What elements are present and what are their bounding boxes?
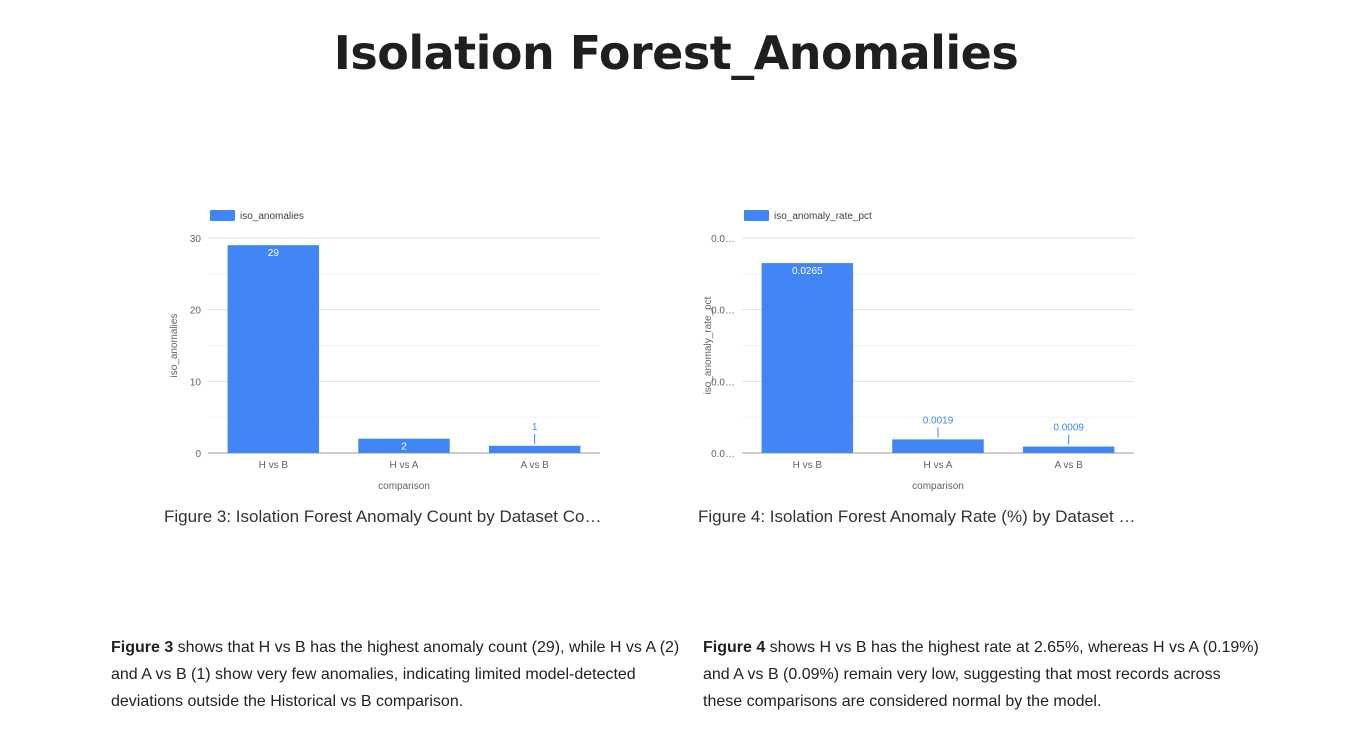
paragraph-figure-3: Figure 3 shows that H vs B has the highe… — [111, 634, 681, 715]
data-label: 1 — [532, 422, 538, 433]
paragraph-figure-4: Figure 4 shows H vs B has the highest ra… — [703, 634, 1263, 715]
paragraph-lead: Figure 3 — [111, 639, 174, 656]
y-axis-title: iso_anomaly_rate_pct — [703, 296, 714, 394]
data-label: 0.0265 — [792, 266, 823, 277]
bar — [227, 245, 320, 453]
y-tick-label: 0.0… — [711, 306, 735, 317]
x-tick-label: H vs A — [390, 460, 419, 471]
chart-anomaly-rate: 0.0…0.0…0.0…0.0…iso_anomaly_rate_pct0.02… — [703, 210, 1134, 492]
data-label: 0.0009 — [1053, 423, 1084, 434]
y-tick-label: 0 — [195, 449, 201, 460]
paragraph-body: shows H vs B has the highest rate at 2.6… — [703, 639, 1259, 710]
y-tick-label: 30 — [190, 234, 202, 245]
bar — [488, 445, 581, 453]
data-label: 29 — [268, 248, 280, 259]
y-tick-label: 0.0… — [711, 234, 735, 245]
bar — [761, 263, 854, 453]
legend-swatch — [210, 210, 235, 221]
x-tick-label: H vs A — [924, 460, 953, 471]
bar — [358, 438, 450, 453]
y-axis-title: iso_anomalies — [169, 314, 180, 378]
y-tick-label: 0.0… — [711, 377, 735, 388]
chart-anomaly-count: 0 10 20 30 iso_anomalies 29 H vs B 2 H vs A 1 A vs… — [169, 210, 600, 492]
paragraph-body: shows that H vs B has the highest anomal… — [111, 639, 680, 710]
bar — [892, 439, 984, 453]
y-tick-label: 20 — [190, 306, 202, 317]
x-tick-label: A vs B — [520, 460, 549, 471]
data-label: 2 — [401, 442, 407, 453]
x-tick-label: H vs B — [259, 460, 289, 471]
data-label: 0.0019 — [923, 415, 954, 426]
page-title: Isolation Forest_Anomalies — [333, 26, 1019, 80]
figure-caption-count: Figure 3: Isolation Forest Anomaly Count… — [164, 507, 602, 526]
bar — [1022, 446, 1115, 453]
legend-swatch — [744, 210, 769, 221]
legend-label: iso_anomaly_rate_pct — [774, 211, 872, 222]
x-axis-title: comparison — [912, 481, 964, 492]
x-tick-label: H vs B — [793, 460, 823, 471]
x-axis-title: comparison — [378, 481, 430, 492]
paragraph-lead: Figure 4 — [703, 639, 766, 656]
x-tick-label: A vs B — [1054, 460, 1083, 471]
y-tick-label: 10 — [190, 377, 202, 388]
figure-caption-rate: Figure 4: Isolation Forest Anomaly Rate … — [698, 507, 1136, 526]
legend-label: iso_anomalies — [240, 211, 304, 222]
y-tick-label: 0.0… — [711, 449, 735, 460]
